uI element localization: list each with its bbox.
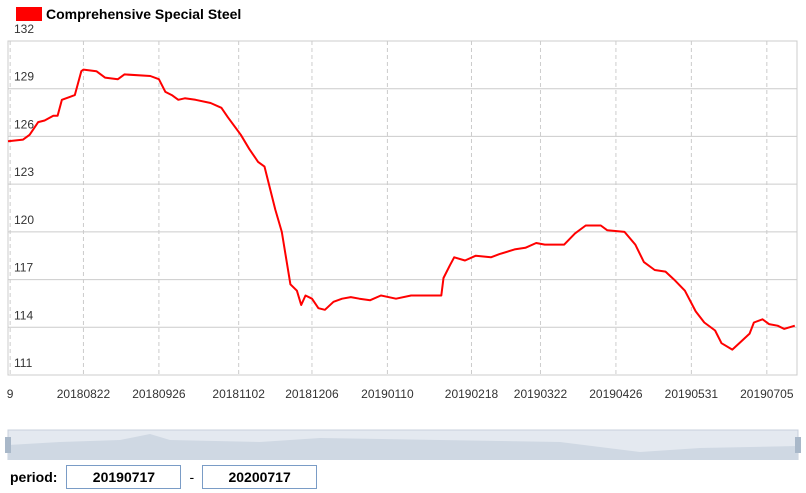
x-tick-label: 20190110: [361, 387, 414, 401]
zoom-handle[interactable]: [795, 437, 801, 453]
y-tick-label: 132: [14, 22, 34, 36]
x-tick-label: 20181102: [212, 387, 265, 401]
end-input[interactable]: 20200717: [202, 465, 318, 489]
period-control: period: 20190717 - 20200717: [10, 464, 318, 490]
data-line: [7, 68, 796, 351]
x-tick-label: 20190218: [445, 387, 499, 401]
legend-label: Comprehensive Special Steel: [46, 6, 241, 22]
period-label: period:: [10, 469, 58, 485]
x-tick-label: 20190322: [514, 387, 568, 401]
y-tick-label: 120: [14, 213, 34, 227]
x-tick-label: 20190426: [589, 387, 643, 401]
x-tick-label: 20180926: [132, 387, 186, 401]
y-tick-label: 111: [14, 356, 33, 370]
zoom-shadow: [8, 434, 798, 460]
start-input[interactable]: 20190717: [66, 465, 182, 489]
y-tick-label: 114: [14, 308, 33, 322]
legend-swatch: [16, 7, 42, 21]
y-tick-label: 117: [14, 261, 33, 275]
plot-border: [7, 40, 798, 376]
x-tick-label: 20190705: [740, 387, 794, 401]
chart: Comprehensive Special Steel 111 114 117 120…: [5, 6, 801, 460]
x-tick-label: 20180822: [57, 387, 111, 401]
separator: -: [189, 469, 195, 485]
x-tick-label: 20190531: [665, 387, 719, 401]
x-tick-label: 20181206: [285, 387, 339, 401]
y-tick-label: 129: [14, 70, 34, 84]
data-zoom[interactable]: [5, 429, 801, 460]
y-tick-label: 123: [14, 165, 34, 179]
y-tick-label: 126: [14, 117, 34, 131]
zoom-handle[interactable]: [5, 437, 11, 453]
x-tick-label: 9: [7, 387, 14, 401]
